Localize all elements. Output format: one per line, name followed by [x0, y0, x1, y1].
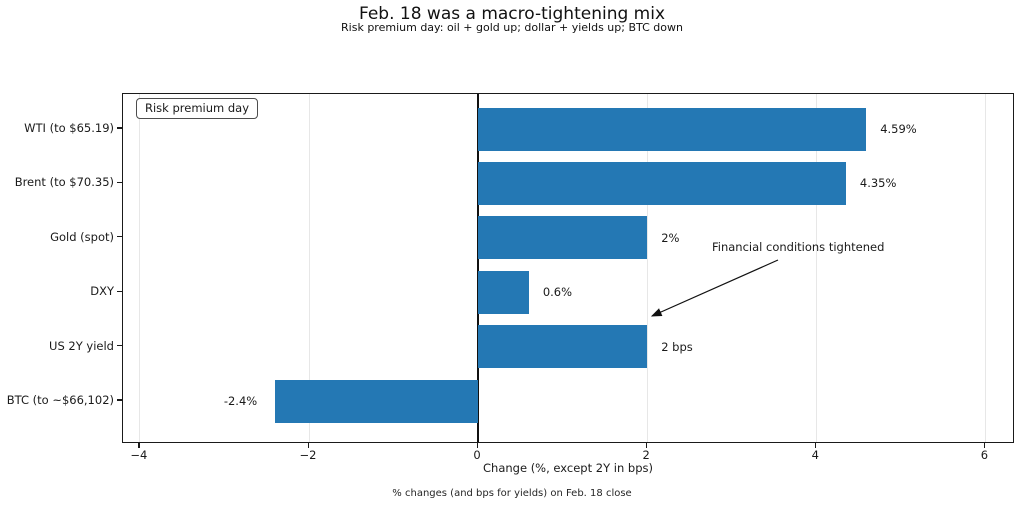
y-tick-mark [117, 399, 122, 401]
x-tick-label: 0 [473, 448, 481, 462]
y-tick-mark [117, 236, 122, 238]
x-tick-mark [645, 443, 647, 448]
y-tick-mark [117, 290, 122, 292]
plot-area: 4.59% 4.35% 2% 0.6% 2 bps -2.4% Risk premium … [122, 93, 1014, 443]
zero-line [477, 94, 479, 442]
x-tick-mark [138, 443, 140, 448]
gridline-x [984, 94, 986, 442]
bar-brent-to-70-35 [478, 161, 846, 205]
x-tick-label: 2 [642, 448, 650, 462]
bar-us-2y-yield [478, 325, 648, 369]
gridline-x [646, 94, 648, 442]
y-tick-label: DXY [90, 284, 114, 299]
y-tick-label: US 2Y yield [49, 338, 114, 353]
bar-value-label: 4.59% [880, 122, 917, 136]
bar-wti-to-65-19 [478, 107, 867, 151]
chart-subtitle: Risk premium day: oil + gold up; dollar … [341, 21, 683, 34]
x-tick-mark [476, 443, 478, 448]
y-tick-label: Gold (spot) [50, 229, 114, 244]
x-axis-label: Change (%, except 2Y in bps) [483, 461, 653, 475]
footnote: % changes (and bps for yields) on Feb. 1… [392, 488, 632, 499]
bar-value-label: 0.6% [542, 285, 573, 300]
bar-value-label: 2% [661, 230, 680, 245]
bar-btc-to-66-102 [275, 379, 479, 423]
legend-label: Risk premium day [145, 101, 250, 115]
gridline-x [308, 94, 310, 442]
y-tick-mark [117, 127, 122, 129]
x-tick-label: 4 [811, 448, 819, 462]
y-tick-label: BTC (to ~$66,102) [6, 393, 114, 407]
x-tick-label: −2 [299, 448, 317, 462]
y-tick-label: WTI (to $65.19) [24, 121, 114, 135]
bar-value-label: 2 bps [661, 339, 693, 354]
legend-box: Risk premium day [136, 98, 259, 119]
bar-value-label: -2.4% [223, 394, 258, 408]
chart-title: Feb. 18 was a macro-tightening mix [358, 4, 666, 24]
y-tick-mark [117, 181, 122, 183]
gridline-x [139, 94, 141, 442]
x-tick-label: 6 [980, 448, 989, 462]
x-tick-mark [983, 443, 986, 448]
bar-gold-spot [478, 216, 648, 260]
gridline-x [815, 94, 817, 442]
x-tick-mark [814, 443, 816, 448]
bar-dxy [478, 270, 529, 314]
annotation-text: Financial conditions tightened [712, 240, 885, 254]
y-tick-mark [117, 345, 122, 347]
bar-value-label: 4.35% [859, 176, 897, 191]
x-tick-label: −4 [130, 448, 148, 462]
y-tick-label: Brent (to $70.35) [14, 175, 114, 190]
x-tick-mark [307, 443, 309, 448]
